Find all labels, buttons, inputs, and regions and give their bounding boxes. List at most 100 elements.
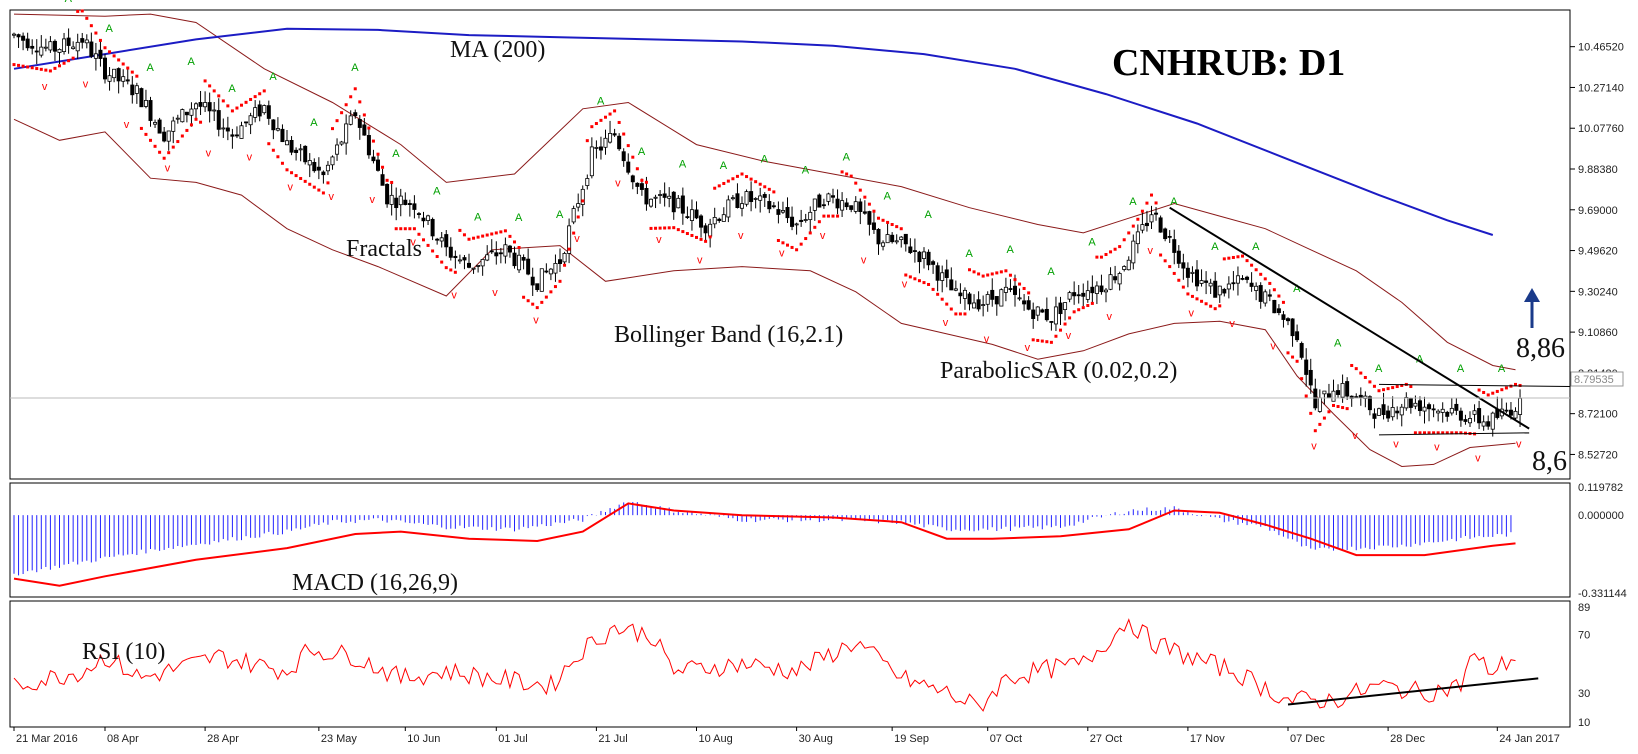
rsi-label: RSI (10) — [82, 639, 165, 665]
sar-dot — [503, 229, 507, 233]
fractal-down-marker: v — [984, 333, 990, 345]
date-tick-label: 17 Nov — [1190, 733, 1225, 745]
candle-body — [1367, 396, 1372, 411]
sar-dot — [631, 155, 635, 159]
sar-dot — [1454, 431, 1458, 435]
sar-dot — [1236, 255, 1240, 259]
sar-dot — [1072, 310, 1076, 314]
candle-body — [785, 207, 790, 219]
sar-dot — [1377, 389, 1381, 393]
sar-label: ParabolicSAR (0.02,0.2) — [940, 358, 1177, 384]
sar-dot — [1354, 367, 1358, 371]
candle-body — [1222, 288, 1227, 294]
candle-body — [84, 39, 89, 44]
candle-body — [990, 289, 995, 300]
candle-body — [116, 68, 121, 82]
sar-dot — [695, 235, 698, 239]
sar-dot — [144, 132, 148, 136]
candle-body — [171, 120, 176, 132]
candle-body — [1427, 404, 1432, 410]
fractal-down-marker: v — [861, 254, 867, 266]
sar-dot — [1295, 359, 1299, 363]
candle-body — [1413, 402, 1418, 407]
sar-dot — [1363, 375, 1367, 379]
sar-dot — [613, 109, 617, 113]
date-tick-label: 07 Dec — [1290, 733, 1325, 745]
candle-body — [284, 140, 289, 146]
candle-body — [426, 215, 431, 221]
candle-body — [121, 76, 126, 82]
sar-dot — [85, 16, 89, 20]
candle-body — [189, 108, 194, 116]
candle-body — [740, 203, 745, 209]
fractal-up-marker: A — [720, 160, 728, 172]
fractal-up-marker: A — [843, 151, 851, 163]
candle-body — [708, 223, 713, 237]
fractal-down-marker: v — [1188, 307, 1194, 319]
sar-dot — [763, 185, 767, 189]
candle-body — [994, 296, 999, 305]
sar-dot — [1008, 273, 1012, 277]
candle-body — [1258, 285, 1263, 302]
sar-dot — [1122, 238, 1126, 242]
sar-dot — [549, 290, 553, 294]
candle-body — [940, 272, 945, 281]
candle-body — [1163, 228, 1168, 240]
sar-dot — [1322, 416, 1326, 420]
sar-dot — [353, 87, 357, 91]
candle-body — [362, 124, 367, 136]
sar-dot — [540, 300, 544, 304]
date-tick-label: 10 Jun — [407, 733, 440, 745]
candle-body — [1308, 369, 1313, 386]
candle-body — [1149, 214, 1154, 223]
candle-body — [981, 304, 986, 306]
sar-dot — [1372, 384, 1376, 388]
sar-dot — [1004, 269, 1008, 273]
candle-body — [143, 100, 148, 107]
sar-dot — [94, 31, 98, 35]
fractal-up-marker: A — [24, 0, 32, 2]
sar-dot — [995, 271, 999, 275]
candle-body — [962, 289, 967, 299]
candle-body — [1513, 410, 1518, 419]
sar-dot — [836, 214, 840, 218]
sar-dot — [340, 111, 344, 115]
fractal-down-marker: v — [329, 191, 335, 203]
sar-dot — [321, 191, 325, 195]
sar-dot — [604, 115, 607, 119]
candle-body — [494, 252, 499, 257]
sar-dot — [1081, 306, 1085, 310]
candle-body — [598, 146, 603, 151]
fractal-down-marker: v — [1107, 311, 1113, 323]
sar-dot — [799, 242, 803, 246]
candle-body — [498, 252, 503, 255]
candle-body — [853, 201, 858, 212]
candle-body — [803, 219, 808, 221]
candle-body — [635, 182, 640, 187]
sar-dot — [1504, 386, 1508, 390]
candle-body — [1404, 397, 1409, 409]
sar-dot — [422, 238, 425, 242]
sar-dot — [399, 227, 403, 231]
candle-body — [1254, 285, 1259, 291]
candle-body — [862, 211, 867, 214]
candle-body — [1140, 224, 1145, 231]
candle-body — [826, 193, 831, 202]
sar-dot — [1313, 429, 1317, 433]
sar-dot — [1227, 256, 1231, 260]
candle-body — [1299, 343, 1304, 358]
candle-body — [1195, 269, 1200, 287]
sar-dot — [1086, 304, 1090, 308]
sar-dot — [212, 89, 216, 93]
sar-dot — [1195, 297, 1199, 301]
sar-dot — [522, 295, 526, 299]
candle-body — [1240, 277, 1245, 280]
candle-body — [157, 119, 162, 134]
sar-dot — [58, 64, 61, 68]
fractal-up-marker: A — [1293, 283, 1301, 295]
sar-dot — [1518, 383, 1522, 387]
candle-body — [922, 251, 927, 259]
ma-label: MA (200) — [450, 37, 545, 63]
sar-dot — [262, 89, 266, 93]
date-tick-label: 19 Sep — [894, 733, 929, 745]
